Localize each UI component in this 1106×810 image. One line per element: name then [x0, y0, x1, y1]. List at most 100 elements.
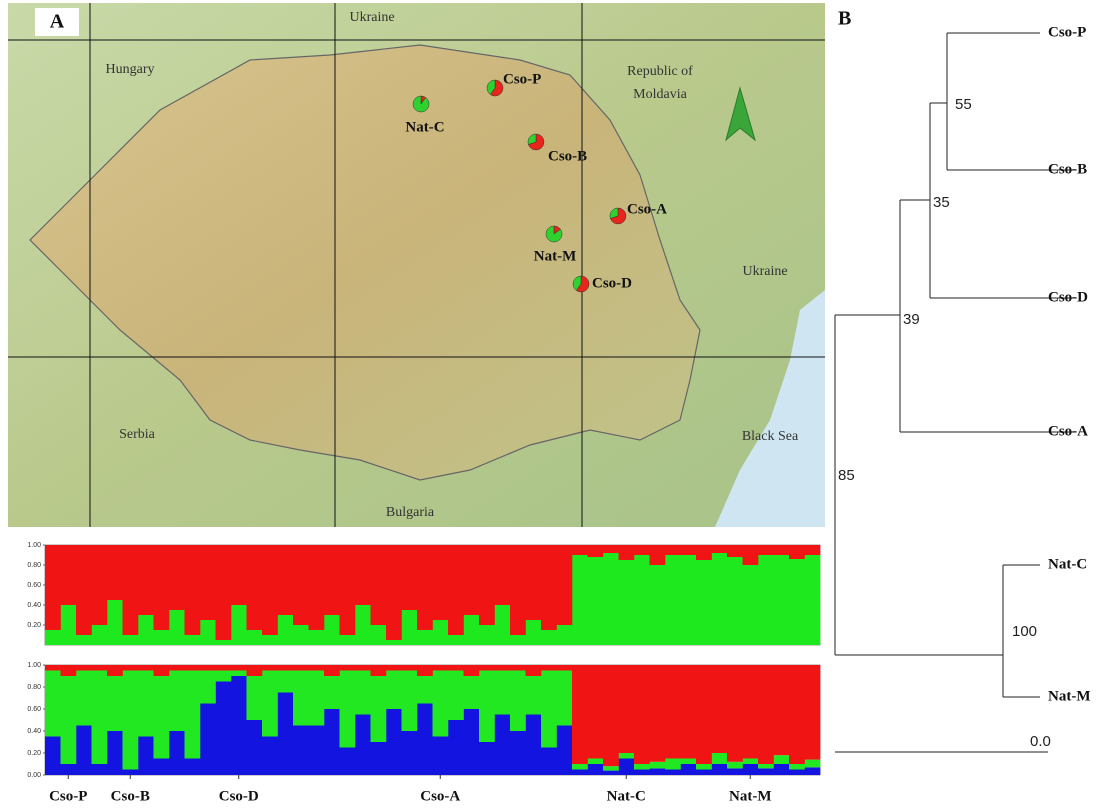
structure-bar — [758, 555, 774, 645]
structure-bar — [169, 610, 185, 645]
population-label: Cso-P — [49, 788, 87, 804]
structure-bar — [123, 665, 139, 671]
structure-bar — [278, 671, 294, 693]
structure-bar — [696, 560, 712, 645]
country-label: Serbia — [119, 427, 156, 442]
structure-bar — [386, 671, 402, 710]
structure-bar — [417, 630, 433, 645]
structure-bar — [433, 545, 449, 620]
structure-bar — [216, 665, 232, 671]
structure-bar — [495, 665, 511, 671]
structure-bar — [402, 545, 418, 610]
structure-bar — [76, 635, 92, 645]
structure-bar — [433, 737, 449, 776]
structure-bar — [386, 640, 402, 645]
population-label: Cso-D — [219, 788, 259, 804]
structure-bar — [495, 671, 511, 715]
structure-bar — [200, 545, 216, 620]
structure-bar — [572, 764, 588, 770]
structure-bar — [402, 671, 418, 732]
site-label: Cso-A — [627, 201, 667, 217]
structure-bar — [758, 764, 774, 768]
support-value: 55 — [955, 96, 972, 113]
structure-bar — [758, 665, 774, 764]
structure-bar — [541, 748, 557, 776]
structure-bar — [433, 665, 449, 671]
structure-bar — [712, 753, 728, 764]
country-label: Ukraine — [349, 10, 394, 25]
structure-bar — [371, 665, 387, 676]
structure-bar — [402, 610, 418, 645]
structure-bar — [278, 693, 294, 776]
structure-bar — [138, 615, 154, 645]
structure-bar — [107, 665, 123, 676]
structure-bar — [324, 615, 340, 645]
structure-bar — [479, 665, 495, 671]
population-label: Nat-C — [607, 788, 646, 804]
tip-label: Cso-A — [1048, 423, 1088, 439]
structure-bar — [386, 665, 402, 671]
structure-bar — [743, 759, 759, 765]
structure-bar — [138, 665, 154, 671]
structure-bar — [92, 671, 108, 765]
structure-bar — [45, 665, 61, 671]
structure-bar — [417, 676, 433, 704]
structure-bar — [510, 635, 526, 645]
structure-bar — [603, 771, 619, 775]
pie-slice — [413, 96, 429, 112]
structure-bar — [743, 764, 759, 775]
structure-bar — [665, 665, 681, 759]
structure-bar — [541, 630, 557, 645]
structure-bar — [278, 545, 294, 615]
structure-bar — [402, 731, 418, 775]
structure-bar — [231, 676, 247, 775]
tip-label: Nat-C — [1048, 556, 1087, 572]
structure-bar — [107, 600, 123, 645]
structure-bar — [309, 665, 325, 671]
structure-bar — [417, 704, 433, 776]
scale-label: 0.0 — [1030, 733, 1051, 750]
country-label: Hungary — [106, 62, 155, 77]
structure-bar — [247, 545, 263, 630]
population-label: Cso-A — [420, 788, 460, 804]
tip-label: Cso-D — [1048, 289, 1088, 305]
structure-bar — [92, 665, 108, 671]
structure-bar — [464, 709, 480, 775]
structure-bar — [324, 665, 340, 676]
structure-bar — [727, 665, 743, 762]
structure-bar — [789, 665, 805, 764]
structure-bar — [262, 671, 278, 737]
structure-bar — [123, 671, 139, 770]
structure-bar — [650, 545, 666, 565]
structure-bar — [619, 545, 635, 560]
structure-bar — [774, 555, 790, 645]
structure-bar — [324, 545, 340, 615]
structure-bar — [61, 545, 77, 605]
structure-bar — [448, 720, 464, 775]
structure-bar — [340, 545, 356, 635]
structure-bar — [169, 731, 185, 775]
y-tick-label: 0.00 — [27, 772, 41, 779]
structure-bar — [324, 676, 340, 709]
structure-bar — [774, 545, 790, 555]
structure-bar — [45, 671, 61, 737]
structure-bar — [665, 770, 681, 776]
structure-bar — [309, 726, 325, 776]
structure-bar — [588, 764, 604, 775]
structure-bar — [464, 615, 480, 645]
structure-bar — [61, 605, 77, 645]
structure-bar — [107, 676, 123, 731]
structure-bar — [355, 715, 371, 776]
structure-bar — [76, 665, 92, 671]
structure-bar — [526, 676, 542, 715]
structure-bar — [92, 764, 108, 775]
structure-bar — [572, 555, 588, 645]
structure-bar — [262, 545, 278, 635]
structure-bar — [309, 630, 325, 645]
structure-bar — [541, 671, 557, 748]
structure-bar — [76, 726, 92, 776]
structure-bar — [417, 665, 433, 676]
structure-bar — [123, 770, 139, 776]
y-tick-label: 1.00 — [27, 542, 41, 549]
structure-bar — [76, 671, 92, 726]
